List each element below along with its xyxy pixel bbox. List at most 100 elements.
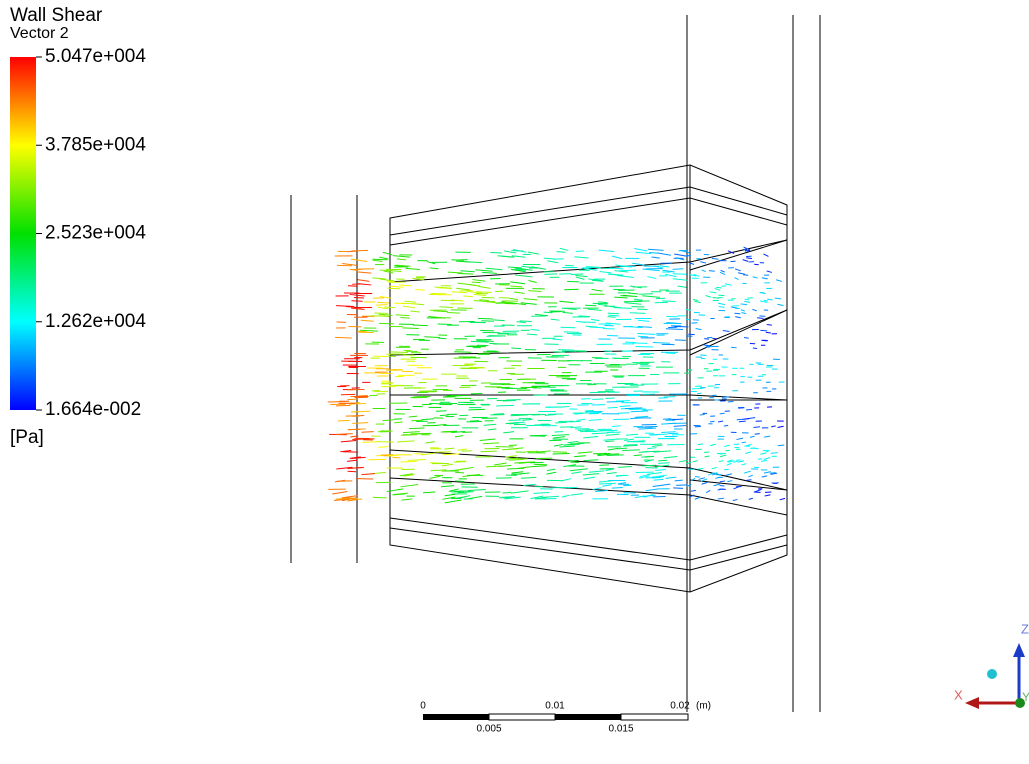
vector — [441, 485, 455, 488]
vector — [719, 271, 726, 275]
vector — [476, 291, 493, 293]
vector — [351, 307, 365, 310]
scale-segment — [620, 713, 689, 721]
vector — [630, 410, 648, 413]
vector — [444, 499, 462, 504]
vector — [652, 483, 671, 487]
vector — [516, 321, 526, 324]
vector — [463, 295, 473, 298]
vector — [528, 280, 537, 283]
vector — [770, 472, 778, 475]
vector — [575, 274, 588, 278]
vector — [393, 492, 409, 495]
vector — [439, 414, 449, 417]
vector — [511, 471, 524, 474]
vector — [746, 257, 753, 259]
vector — [653, 478, 664, 481]
vector — [746, 443, 752, 447]
vector — [559, 273, 572, 275]
vector — [625, 407, 643, 410]
vector — [394, 421, 403, 424]
vector — [485, 465, 502, 468]
vector — [390, 351, 408, 353]
vector — [593, 430, 604, 432]
axis-triad: Z X Y — [954, 621, 1029, 709]
vector — [442, 496, 456, 500]
vector — [351, 456, 366, 460]
vector — [402, 305, 416, 309]
vector — [678, 459, 688, 463]
vector — [598, 249, 615, 252]
plate — [389, 239, 788, 283]
vector — [647, 276, 657, 280]
vector — [715, 476, 721, 479]
vector — [741, 312, 747, 315]
vector — [561, 494, 570, 498]
vector — [384, 306, 396, 309]
vector — [350, 435, 359, 438]
vector — [380, 278, 395, 282]
vector — [400, 483, 419, 488]
vector — [647, 447, 657, 450]
vector — [574, 412, 584, 415]
vector — [727, 250, 735, 254]
vector — [709, 291, 717, 294]
vector — [605, 440, 615, 443]
vector — [405, 267, 421, 271]
vector — [777, 425, 784, 428]
vector — [349, 456, 361, 459]
vector — [599, 270, 612, 274]
vector — [382, 251, 393, 256]
legend-subtitle: Vector 2 — [10, 25, 69, 42]
vector — [673, 487, 684, 489]
vector — [555, 421, 568, 424]
vector — [741, 441, 747, 444]
vector — [637, 325, 652, 328]
vector — [559, 247, 569, 251]
vector — [763, 299, 769, 302]
vector — [479, 299, 489, 301]
vector — [576, 418, 586, 421]
vector — [685, 308, 691, 311]
vector — [618, 412, 630, 414]
vector — [605, 322, 621, 325]
vector — [493, 462, 507, 466]
vector — [523, 483, 536, 486]
vector — [546, 471, 557, 475]
vector — [337, 419, 350, 422]
vector — [719, 480, 726, 483]
vector — [752, 308, 757, 312]
vector — [397, 440, 415, 443]
vector — [437, 287, 452, 290]
color-bar — [10, 57, 36, 410]
plate — [389, 309, 788, 356]
vector — [633, 454, 643, 457]
vector — [607, 312, 620, 315]
vector — [635, 415, 649, 418]
vector — [608, 314, 619, 317]
vector — [595, 490, 608, 493]
vector — [361, 431, 374, 433]
vector — [507, 467, 525, 470]
scale-label: 0 — [420, 701, 426, 712]
vector — [615, 264, 632, 268]
vector — [423, 491, 436, 494]
vector — [457, 448, 467, 451]
vector — [685, 461, 692, 465]
vector — [724, 283, 732, 286]
vector — [429, 267, 439, 270]
vector — [523, 298, 538, 301]
vector — [730, 306, 738, 309]
vector — [692, 298, 699, 301]
vector — [618, 269, 637, 272]
vector — [480, 450, 497, 453]
vector — [489, 342, 502, 345]
vector — [616, 474, 625, 477]
color-bar-label: 1.664e-002 — [45, 399, 141, 420]
vector — [626, 433, 639, 436]
vector — [504, 496, 521, 500]
vector — [606, 454, 624, 456]
vector — [764, 435, 771, 438]
vector — [585, 325, 598, 328]
vector — [611, 425, 621, 428]
